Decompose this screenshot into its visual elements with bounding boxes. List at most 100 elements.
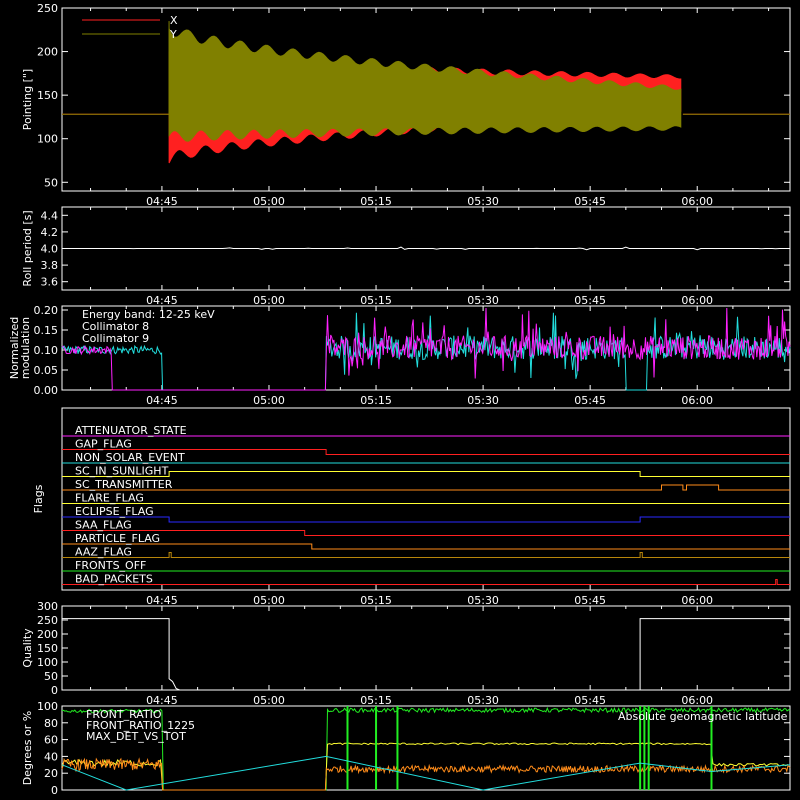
y-tick-label: 0.10 bbox=[34, 344, 59, 357]
flag-line-eclipse-flag bbox=[62, 516, 790, 523]
y-tick-label: 3.6 bbox=[41, 276, 59, 289]
y-tick-label: 150 bbox=[37, 89, 58, 102]
y-tick-label: 0 bbox=[51, 684, 58, 697]
x-tick-label: 06:00 bbox=[681, 394, 713, 407]
y-axis-label: Quality bbox=[21, 628, 34, 668]
flag-label-attenuator-state: ATTENUATOR_STATE bbox=[75, 424, 187, 437]
x-tick-label: 05:30 bbox=[467, 195, 499, 208]
x-tick-label: 05:45 bbox=[574, 694, 606, 707]
y-tick-label: 60 bbox=[44, 734, 58, 747]
flag-label-sc-in-sunlight: SC_IN_SUNLIGHT bbox=[75, 465, 169, 478]
series-roll-period bbox=[62, 246, 790, 251]
series-max-det-vs-tot bbox=[61, 757, 791, 791]
x-tick-label: 05:00 bbox=[253, 694, 285, 707]
x-tick-label: 05:00 bbox=[253, 195, 285, 208]
y-tick-label: 250 bbox=[37, 614, 58, 627]
y-axis-label: Pointing ["] bbox=[21, 69, 34, 130]
y-tick-label: 100 bbox=[37, 656, 58, 669]
flag-label-eclipse-flag: ECLIPSE_FLAG bbox=[75, 505, 154, 518]
x-tick-label: 06:00 bbox=[681, 294, 713, 307]
flag-line-gap-flag bbox=[62, 449, 790, 455]
y-tick-label: 100 bbox=[37, 133, 58, 146]
y-tick-label: 50 bbox=[44, 176, 58, 189]
x-tick-label: 05:00 bbox=[253, 594, 285, 607]
y-tick-label: 80 bbox=[44, 717, 58, 730]
flag-label-saa-flag: SAA_FLAG bbox=[75, 519, 132, 532]
legend-label-front-ratio: FRONT_RATIO bbox=[86, 708, 162, 721]
y-tick-label: 300 bbox=[37, 600, 58, 613]
flag-line-aaz-flag bbox=[62, 552, 790, 558]
y-tick-label: 100 bbox=[37, 700, 58, 713]
legend-label-x: X bbox=[170, 14, 178, 27]
plot-frame-5 bbox=[61, 705, 791, 791]
plot-frame-0 bbox=[61, 7, 791, 192]
series-geomagnetic-latitude bbox=[61, 755, 791, 791]
x-tick-label: 04:45 bbox=[146, 294, 178, 307]
flag-label-sc-transmitter: SC_TRANSMITTER bbox=[75, 478, 173, 491]
x-tick-label: 05:30 bbox=[467, 294, 499, 307]
series-quality bbox=[62, 618, 790, 691]
flag-line-sc-in-sunlight bbox=[62, 471, 790, 477]
x-tick-label: 05:30 bbox=[467, 694, 499, 707]
y-axis-label: Roll period [s] bbox=[21, 210, 34, 286]
x-tick-label: 05:30 bbox=[467, 394, 499, 407]
series-collimator-9 bbox=[61, 307, 791, 391]
y-axis-label: Normalized bbox=[8, 317, 21, 379]
legend-label-collimator-9: Collimator 9 bbox=[82, 332, 149, 345]
flag-line-particle-flag bbox=[62, 543, 790, 550]
x-tick-label: 05:15 bbox=[360, 694, 392, 707]
y-tick-label: 0.15 bbox=[34, 324, 59, 337]
y-tick-label: 0.00 bbox=[34, 384, 59, 397]
y-tick-label: 0.20 bbox=[34, 304, 59, 317]
y-tick-label: 40 bbox=[44, 750, 58, 763]
x-tick-label: 04:45 bbox=[146, 694, 178, 707]
y-tick-label: 150 bbox=[37, 642, 58, 655]
x-tick-label: 05:15 bbox=[360, 594, 392, 607]
x-tick-label: 04:45 bbox=[146, 394, 178, 407]
y-axis-label: modulation bbox=[19, 317, 32, 379]
x-tick-label: 04:45 bbox=[146, 195, 178, 208]
flag-label-flare-flag: FLARE_FLAG bbox=[75, 492, 144, 505]
legend-label-max-det-vs-tot: MAX_DET_VS_TOT bbox=[86, 730, 186, 743]
flag-line-sc-transmitter bbox=[62, 484, 790, 491]
y-tick-label: 200 bbox=[37, 46, 58, 59]
x-tick-label: 05:15 bbox=[360, 195, 392, 208]
flag-label-non-solar-event: NON_SOLAR_EVENT bbox=[75, 451, 185, 464]
y-tick-label: 200 bbox=[37, 628, 58, 641]
series-y-band bbox=[168, 28, 682, 142]
annotation-energy-band: Energy band: 12-25 keV bbox=[82, 308, 215, 321]
flag-label-bad-packets: BAD_PACKETS bbox=[75, 573, 153, 586]
flag-label-aaz-flag: AAZ_FLAG bbox=[75, 546, 132, 559]
legend-label-front-ratio-1225: FRONT_RATIO_1225 bbox=[86, 719, 195, 732]
y-tick-label: 250 bbox=[37, 2, 58, 15]
y-tick-label: 0 bbox=[51, 784, 58, 797]
flag-line-saa-flag bbox=[62, 530, 790, 536]
y-tick-label: 0.05 bbox=[34, 364, 59, 377]
y-tick-label: 4.0 bbox=[41, 243, 59, 256]
x-tick-label: 05:00 bbox=[253, 294, 285, 307]
y-tick-label: 50 bbox=[44, 670, 58, 683]
y-tick-label: 4.2 bbox=[41, 226, 59, 239]
legend-label-y: Y bbox=[169, 28, 177, 41]
plot-frame-3 bbox=[61, 407, 791, 591]
x-tick-label: 05:45 bbox=[574, 294, 606, 307]
x-tick-label: 06:00 bbox=[681, 594, 713, 607]
panels: 04:45 05:00 05:15 05:30 05:45 06:005010015020… bbox=[8, 2, 791, 797]
legend-label-collimator-8: Collimator 8 bbox=[82, 320, 149, 333]
flag-line-bad-packets bbox=[62, 579, 790, 585]
y-tick-label: 20 bbox=[44, 767, 58, 780]
x-tick-label: 05:15 bbox=[360, 394, 392, 407]
flag-label-gap-flag: GAP_FLAG bbox=[75, 438, 132, 451]
x-tick-label: 05:00 bbox=[253, 394, 285, 407]
x-tick-label: 05:45 bbox=[574, 594, 606, 607]
annotation-geomagnetic-latitude: Absolute geomagnetic latitude bbox=[618, 710, 788, 723]
y-axis-label: Flags bbox=[32, 484, 45, 513]
flag-label-fronts-off: FRONTS_OFF bbox=[75, 559, 146, 572]
y-tick-label: 3.8 bbox=[41, 259, 59, 272]
y-axis-label: Degrees or % bbox=[21, 711, 34, 785]
x-tick-label: 06:00 bbox=[681, 694, 713, 707]
x-tick-label: 05:45 bbox=[574, 195, 606, 208]
x-tick-label: 04:45 bbox=[146, 594, 178, 607]
x-tick-label: 05:45 bbox=[574, 394, 606, 407]
